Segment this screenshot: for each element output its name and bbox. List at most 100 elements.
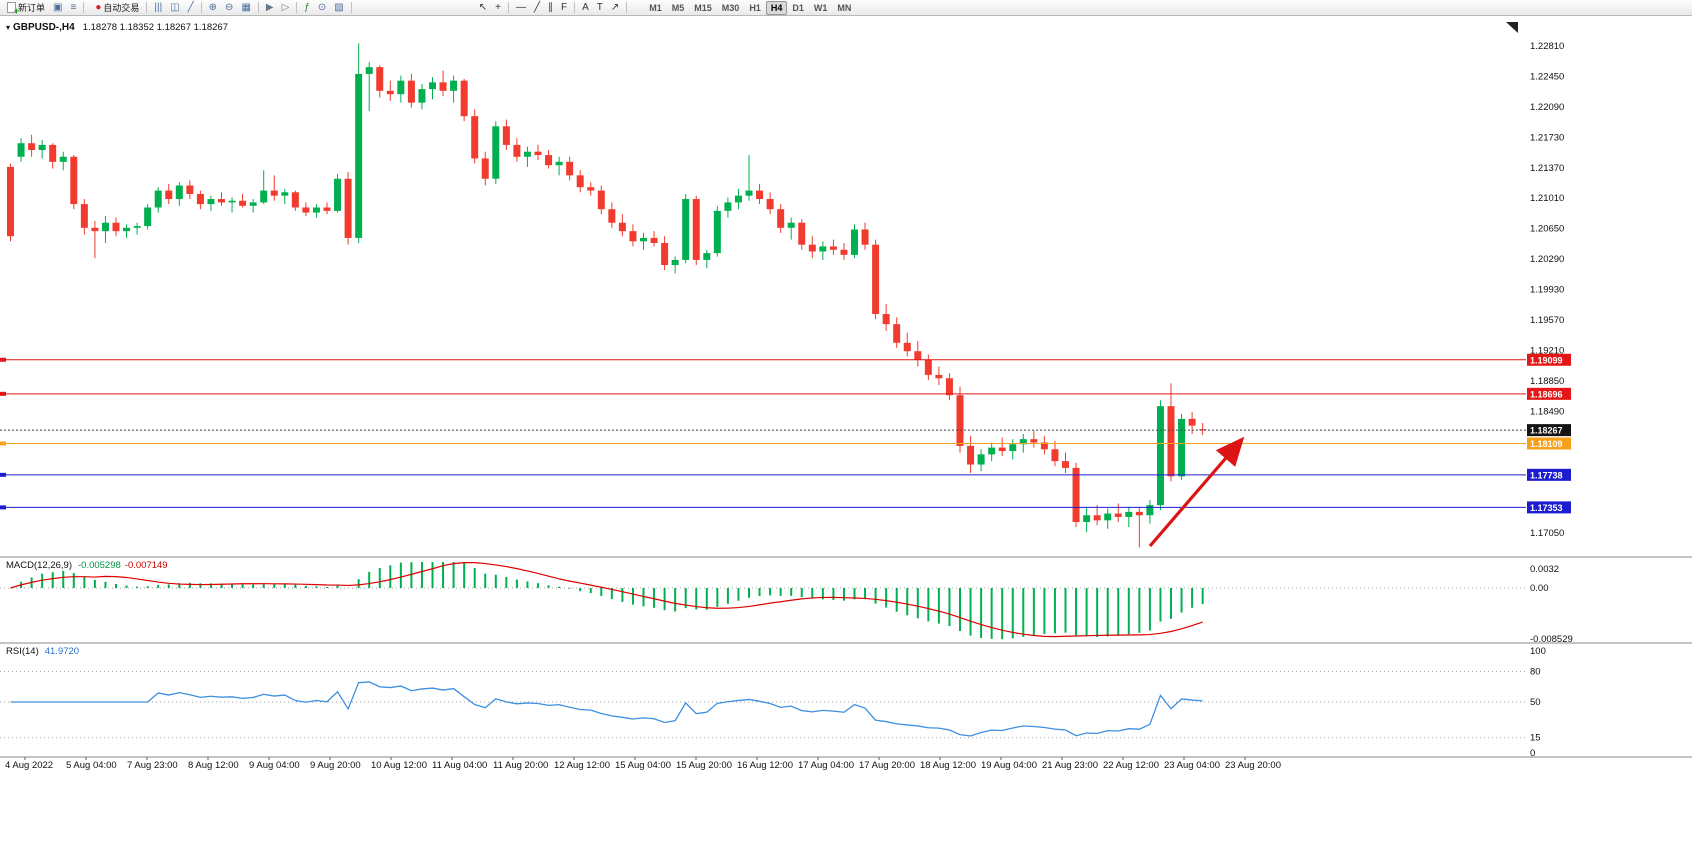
- candle: [977, 449, 985, 472]
- toolbar-separator: [574, 2, 576, 13]
- chart-line-button[interactable]: ╱: [184, 1, 198, 15]
- chart-window: 1.22810 1.22450 1.22090 1.21730 1.21370 1.210…: [0, 16, 1692, 841]
- candle: [513, 138, 521, 162]
- candle: [1125, 506, 1133, 528]
- candle: [1188, 412, 1196, 435]
- chart-bars-icon: |||: [154, 1, 163, 13]
- timeframe-m15-button[interactable]: M15: [689, 1, 717, 15]
- line-anchor[interactable]: [0, 357, 6, 362]
- rsi-value: 41.9720: [44, 646, 80, 657]
- trend-arrow-annotation[interactable]: [1148, 436, 1245, 548]
- crosshair-button[interactable]: +: [491, 1, 505, 15]
- candle: [1009, 439, 1017, 460]
- chart-window-button[interactable]: ▣: [49, 1, 66, 15]
- zoom-out-button[interactable]: ⊖: [221, 1, 237, 15]
- horizontal-line-button[interactable]: —: [512, 1, 530, 15]
- cursor-button[interactable]: ↖: [475, 1, 491, 15]
- text-label-button[interactable]: T: [593, 1, 607, 15]
- candle: [59, 151, 67, 171]
- candle: [661, 236, 669, 271]
- timeframe-mn-button[interactable]: MN: [832, 1, 856, 15]
- fibonacci-button[interactable]: F: [557, 1, 571, 15]
- macd-signal-value: -0.007149: [124, 560, 168, 571]
- templates-button[interactable]: ▧: [330, 1, 347, 15]
- arrows-button[interactable]: ↗: [607, 1, 623, 15]
- candle: [1114, 503, 1122, 523]
- candle: [998, 437, 1006, 457]
- tile-windows-button[interactable]: ▦: [237, 1, 254, 15]
- time-axis-label: 23 Aug 04:00: [1164, 760, 1220, 771]
- candle: [703, 249, 711, 269]
- timeframe-m30-button[interactable]: M30: [717, 1, 745, 15]
- auto-scroll-button[interactable]: ▶: [262, 1, 278, 15]
- text-button[interactable]: A: [578, 1, 593, 15]
- equidistant-channel-button[interactable]: ∥: [544, 1, 557, 15]
- line-anchor[interactable]: [0, 391, 6, 396]
- crosshair-icon: +: [495, 1, 501, 13]
- periods-icon: ⊙: [317, 1, 327, 13]
- candle: [17, 138, 25, 162]
- macd-axis-label: -0.008529: [1530, 634, 1573, 645]
- svg-text:1.18109: 1.18109: [1530, 439, 1563, 449]
- time-axis-label: 15 Aug 04:00: [615, 760, 671, 771]
- candle: [945, 373, 953, 401]
- macd-axis-label: 0.00: [1530, 583, 1549, 594]
- candle: [808, 236, 816, 259]
- indicators-icon: ƒ: [304, 1, 310, 13]
- candle: [1104, 508, 1112, 529]
- chart-window-icon: ▣: [53, 1, 63, 13]
- profiles-button[interactable]: ≡: [66, 1, 80, 15]
- chart-line-icon: ╱: [187, 1, 194, 13]
- price-axis-label: 1.21010: [1530, 193, 1564, 204]
- candle: [397, 75, 405, 103]
- new-order-label: 新订单: [18, 3, 46, 13]
- candle: [629, 224, 637, 247]
- timeframe-w1-button[interactable]: W1: [809, 1, 833, 15]
- indicators-button[interactable]: ƒ: [300, 1, 314, 15]
- new-order-button[interactable]: + 新订单: [3, 1, 49, 16]
- timeframe-h4-button[interactable]: H4: [765, 0, 788, 15]
- candle: [439, 70, 447, 96]
- candle: [207, 195, 215, 211]
- toolbar-separator: [146, 2, 148, 13]
- chart-canvas[interactable]: 1.22810 1.22450 1.22090 1.21730 1.21370 1.210…: [0, 16, 1692, 841]
- auto-trading-icon: ●: [95, 1, 102, 13]
- candle: [7, 163, 14, 242]
- line-anchor[interactable]: [0, 441, 6, 446]
- periods-button[interactable]: ⊙: [314, 1, 330, 15]
- tile-windows-icon: ▦: [241, 1, 251, 13]
- chart-bars-button[interactable]: |||: [150, 1, 166, 15]
- candle: [1135, 506, 1143, 548]
- toolbar-separator: [296, 2, 298, 13]
- candle: [249, 199, 257, 213]
- rsi-name: RSI(14): [6, 646, 39, 657]
- candle: [756, 183, 764, 205]
- line-anchor[interactable]: [0, 472, 6, 477]
- timeframe-m1-button[interactable]: M1: [644, 1, 667, 15]
- timeframe-h1-button[interactable]: H1: [744, 1, 766, 15]
- trendline-button[interactable]: ╱: [530, 1, 544, 15]
- candle: [903, 332, 911, 357]
- auto-trading-button[interactable]: ● 自动交易: [91, 1, 143, 15]
- timeframe-d1-button[interactable]: D1: [787, 1, 809, 15]
- time-axis-label: 11 Aug 04:00: [432, 760, 487, 771]
- candle: [481, 151, 489, 186]
- candle: [302, 202, 310, 216]
- symbol-menu-icon[interactable]: ▾: [6, 23, 11, 32]
- candle: [186, 180, 194, 200]
- price-axis-label: 1.22090: [1530, 102, 1564, 113]
- candle: [967, 435, 975, 473]
- candle: [492, 121, 500, 184]
- candle: [281, 188, 289, 205]
- time-axis-label: 21 Aug 23:00: [1042, 760, 1098, 771]
- svg-text:1.17738: 1.17738: [1530, 470, 1563, 480]
- zoom-in-icon: ⊕: [208, 1, 218, 13]
- chart-shift-button[interactable]: ▷: [278, 1, 294, 15]
- time-axis-label: 15 Aug 20:00: [676, 760, 732, 771]
- chart-candles-button[interactable]: ◫: [166, 1, 183, 15]
- candle: [893, 317, 901, 348]
- line-anchor[interactable]: [0, 505, 6, 510]
- zoom-in-button[interactable]: ⊕: [205, 1, 221, 15]
- candle: [956, 386, 964, 453]
- timeframe-m5-button[interactable]: M5: [667, 1, 690, 15]
